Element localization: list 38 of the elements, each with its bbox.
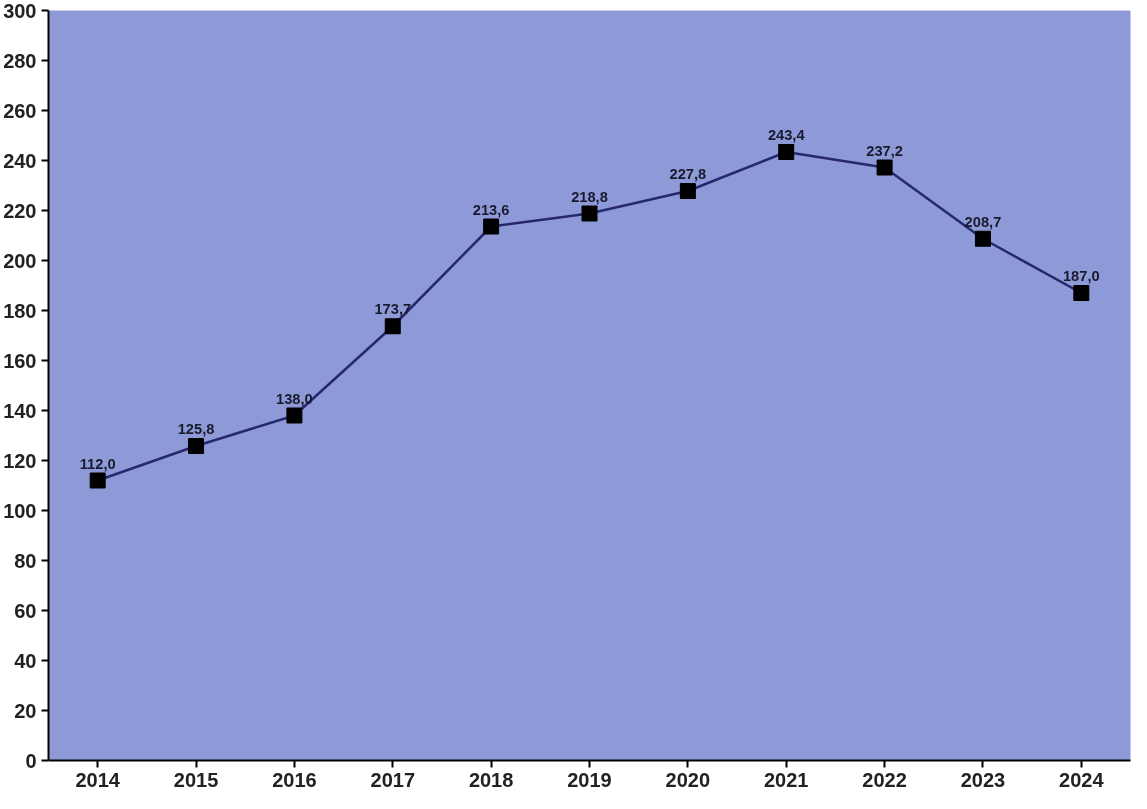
y-tick-label: 120: [3, 449, 37, 472]
y-tick-label: 60: [14, 599, 37, 622]
data-label: 243,4: [767, 127, 806, 143]
y-tick-label: 260: [3, 99, 37, 122]
x-tick-label: 2020: [665, 768, 711, 791]
data-label: 112,0: [79, 455, 116, 472]
data-label: 218,8: [571, 188, 608, 205]
x-tick-label: 2018: [468, 768, 514, 791]
x-tick-label: 2022: [862, 768, 907, 791]
x-tick-label: 2021: [763, 768, 809, 791]
x-tick-label: 2024: [1059, 768, 1105, 791]
y-tick-label: 300: [3, 0, 37, 22]
y-tick-label: 0: [25, 749, 37, 772]
x-tick-label: 2015: [173, 768, 219, 791]
data-label: 237,2: [866, 142, 903, 159]
y-tick-label: 180: [3, 299, 37, 322]
x-tick-label: 2017: [370, 768, 416, 791]
y-tick-label: 160: [3, 349, 37, 372]
data-label: 125,8: [177, 421, 215, 437]
y-tick-label: 280: [3, 49, 37, 72]
data-label: 173,7: [374, 301, 412, 318]
data-label: 138,0: [276, 390, 313, 407]
x-tick-label: 2019: [567, 768, 612, 791]
data-label: 227,8: [669, 166, 707, 182]
x-tick-label: 2023: [960, 768, 1006, 791]
data-label: 187,0: [1062, 268, 1100, 284]
x-tick-label: 2016: [272, 768, 317, 791]
y-tick-label: 240: [3, 149, 37, 172]
y-tick-label: 140: [3, 399, 37, 422]
data-label: 213,6: [472, 201, 510, 218]
y-tick-label: 80: [14, 549, 37, 572]
data-label: 208,7: [964, 213, 1002, 230]
y-tick-label: 200: [3, 249, 37, 272]
y-tick-label: 100: [3, 499, 37, 522]
x-tick-label: 2014: [75, 768, 121, 791]
y-tick-label: 40: [14, 649, 37, 672]
y-tick-label: 20: [14, 699, 37, 722]
y-tick-label: 220: [3, 199, 37, 222]
